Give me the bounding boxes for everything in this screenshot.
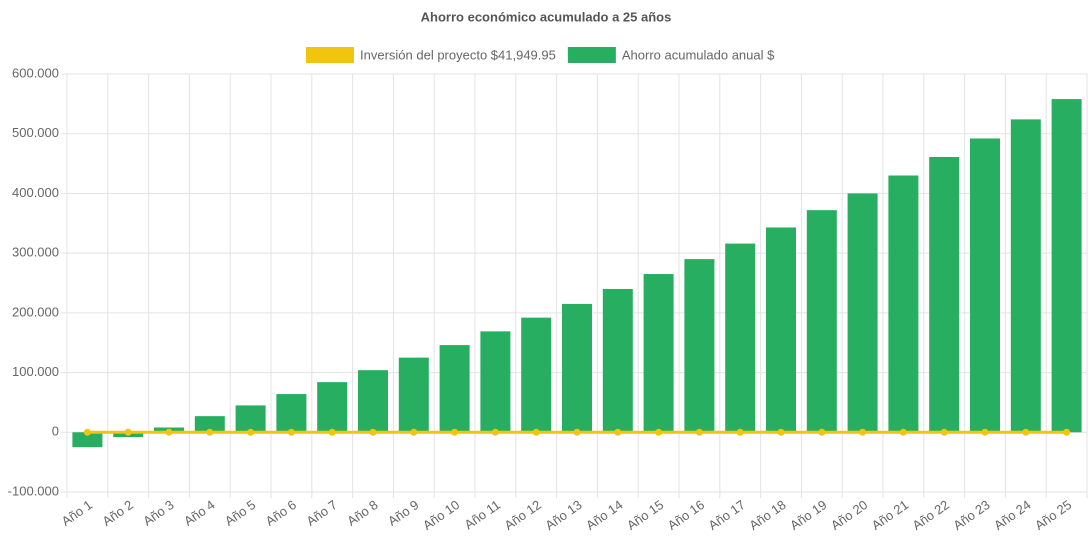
line-point — [287, 428, 295, 436]
x-tick-label: Año 1 — [59, 497, 95, 529]
line-point — [1063, 428, 1071, 436]
x-tick-label: Año 15 — [624, 497, 666, 533]
chart-title: Ahorro económico acumulado a 25 años — [421, 9, 672, 24]
x-tick-label: Año 23 — [950, 497, 992, 533]
line-point — [695, 428, 703, 436]
bar — [847, 193, 878, 433]
line-point — [573, 428, 581, 436]
y-tick-label: 500.000 — [12, 125, 59, 140]
x-tick-label: Año 7 — [303, 497, 339, 529]
y-tick-label: 200.000 — [12, 304, 59, 319]
bar — [439, 345, 470, 433]
y-tick-label: 300.000 — [12, 245, 59, 260]
x-tick-label: Año 14 — [583, 497, 625, 533]
x-tick-label: Año 20 — [828, 497, 870, 533]
line-point — [369, 428, 377, 436]
bar — [562, 303, 592, 433]
x-tick-label: Año 11 — [462, 497, 504, 532]
legend: Inversión del proyecto $41,949.95 Ahorro … — [306, 47, 775, 63]
y-tick-label: 0 — [52, 424, 59, 439]
line-point — [655, 428, 663, 436]
bar — [72, 432, 103, 448]
line-point — [165, 428, 173, 436]
x-tick-label: Año 5 — [222, 497, 258, 529]
x-tick-label: Año 24 — [991, 497, 1033, 533]
line-point — [777, 428, 785, 436]
line-point — [83, 428, 91, 436]
y-tick-label: -100.000 — [8, 483, 59, 498]
line-point — [206, 428, 214, 436]
legend-swatch — [567, 47, 616, 63]
bar — [194, 416, 225, 433]
x-tick-label: Año 10 — [420, 497, 462, 533]
bar — [521, 317, 552, 433]
line-point — [1022, 428, 1030, 436]
bar — [766, 227, 796, 433]
line-point — [410, 428, 418, 436]
x-tick-label: Año 22 — [910, 497, 952, 533]
bar — [235, 405, 266, 433]
line-point — [818, 428, 826, 436]
x-tick-label: Año 18 — [746, 497, 788, 533]
x-tick-label: Año 19 — [787, 497, 829, 533]
line-point — [328, 428, 336, 436]
bar — [888, 175, 919, 433]
line-point — [124, 428, 132, 436]
x-tick-label: Año 2 — [99, 497, 135, 529]
x-tick-label: Año 25 — [1032, 497, 1074, 533]
line-point — [247, 428, 255, 436]
bar — [684, 259, 715, 433]
y-tick-label: 100.000 — [12, 364, 59, 379]
bar — [276, 394, 307, 433]
bar — [970, 138, 1000, 433]
y-tick-label: 400.000 — [12, 185, 59, 200]
x-tick-label: Año 21 — [869, 497, 911, 533]
line-point — [899, 428, 907, 436]
x-tick-label: Año 6 — [263, 497, 299, 529]
bar — [1051, 99, 1082, 433]
line-point — [491, 428, 499, 436]
x-tick-label: Año 17 — [706, 497, 748, 533]
bar — [806, 210, 837, 433]
line-point — [451, 428, 459, 436]
bar — [602, 288, 633, 433]
line-point — [859, 428, 867, 436]
line-point — [736, 428, 744, 436]
x-tick-label: Año 12 — [502, 497, 544, 533]
x-tick-label: Año 9 — [385, 497, 421, 529]
line-point — [614, 428, 622, 436]
bar — [1010, 119, 1041, 433]
x-tick-label: Año 16 — [665, 497, 707, 533]
line-point — [940, 428, 948, 436]
bar — [643, 274, 674, 433]
x-tick-label: Año 4 — [181, 497, 217, 529]
x-tick-label: Año 8 — [344, 497, 380, 529]
line-point — [981, 428, 989, 436]
bar — [480, 331, 511, 433]
bar — [358, 370, 388, 433]
x-tick-label: Año 13 — [542, 497, 584, 533]
line-point — [532, 428, 540, 436]
legend-swatch — [306, 47, 354, 63]
bar — [317, 382, 348, 433]
y-tick-label: 600.000 — [12, 65, 59, 80]
x-tick-label: Año 3 — [140, 497, 176, 529]
legend-label: Ahorro acumulado anual $ — [622, 47, 775, 62]
bar — [398, 357, 429, 433]
bar — [725, 243, 756, 433]
legend-label: Inversión del proyecto $41,949.95 — [360, 47, 556, 62]
bar — [929, 157, 960, 433]
